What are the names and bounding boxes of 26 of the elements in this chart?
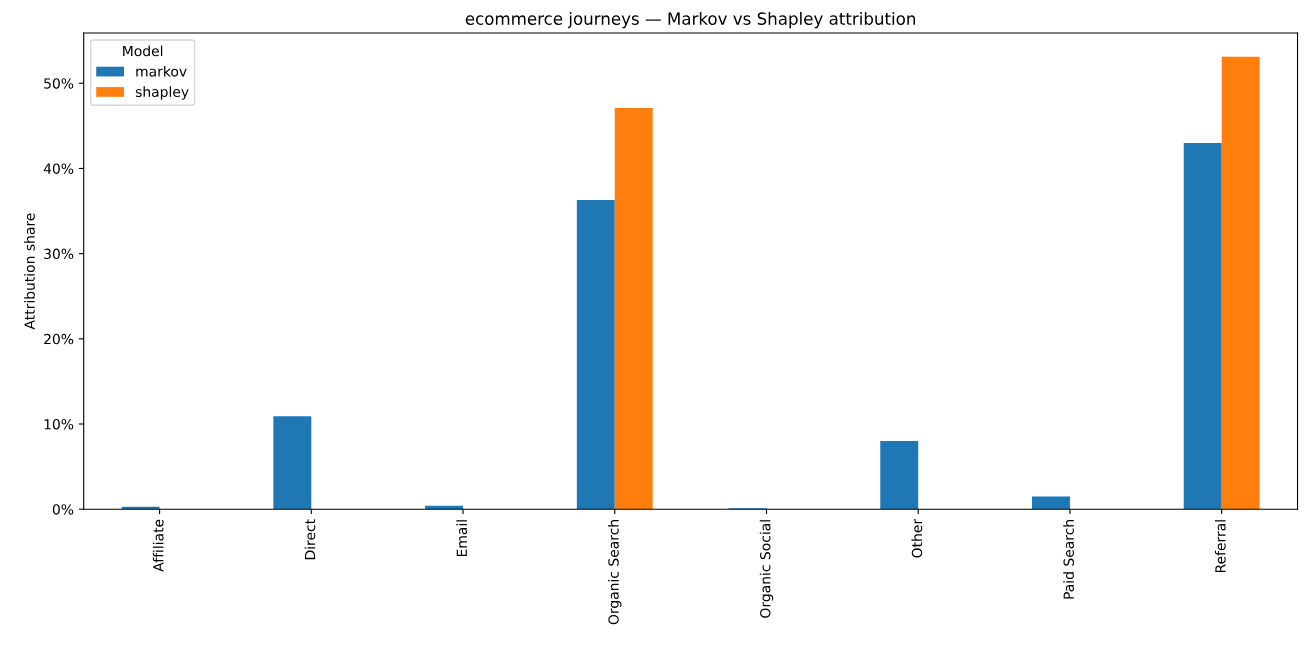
y-tick-label: 50% [44, 78, 74, 89]
bar [273, 416, 312, 510]
legend-label: markov [136, 65, 187, 77]
bar [880, 441, 919, 510]
x-tick-label: Organic Search [608, 520, 622, 625]
x-tick-label: Organic Social [759, 520, 774, 618]
legend-title: Model [123, 45, 163, 57]
y-tick-label: 10% [44, 418, 74, 430]
y-tick-label: 40% [43, 163, 74, 174]
y-tick-label: 20% [44, 333, 74, 345]
x-tick-label: Referral [1214, 520, 1226, 573]
bar [1032, 496, 1070, 510]
x-tick-label: Paid Search [1063, 520, 1074, 599]
x-tick-label: Other [911, 518, 923, 558]
bar [614, 107, 653, 510]
bar [1221, 56, 1260, 510]
x-tick-label: Direct [304, 519, 316, 560]
bar [1183, 142, 1222, 510]
x-tick-label: Email [456, 520, 468, 557]
y-tick-label: 0% [52, 504, 74, 515]
y-axis-title: Attribution share [24, 213, 35, 330]
x-tick-label: Affiliate [152, 519, 164, 572]
legend-label: shapley [135, 86, 189, 100]
bar [576, 199, 615, 510]
chart-title: ecommerce journeys — Markov vs Shapley attribution [465, 12, 916, 29]
y-tick-label: 30% [44, 248, 74, 260]
